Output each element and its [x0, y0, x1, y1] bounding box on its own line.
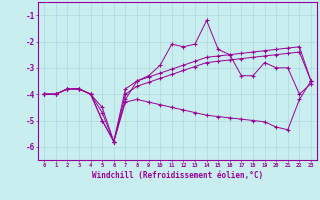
- X-axis label: Windchill (Refroidissement éolien,°C): Windchill (Refroidissement éolien,°C): [92, 171, 263, 180]
